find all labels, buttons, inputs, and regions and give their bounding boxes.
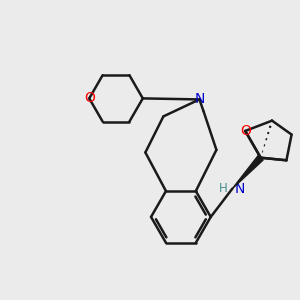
Text: N: N (194, 92, 205, 106)
Text: H: H (219, 182, 227, 195)
Text: O: O (240, 124, 251, 138)
Text: N: N (235, 182, 245, 196)
Text: O: O (84, 92, 95, 105)
Polygon shape (232, 155, 263, 189)
